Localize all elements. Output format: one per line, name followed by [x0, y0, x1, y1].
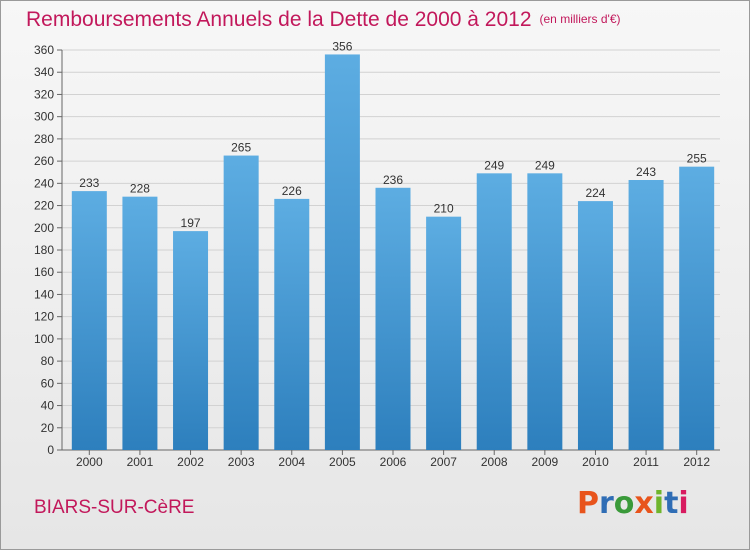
x-tick-label: 2008 [481, 455, 508, 469]
data-label: 228 [130, 182, 150, 196]
y-tick-label: 160 [34, 265, 54, 279]
logo-letter: o [613, 486, 635, 521]
y-tick-label: 20 [41, 421, 55, 435]
y-tick-label: 120 [34, 310, 54, 324]
logo-letter: P [577, 486, 599, 521]
y-tick-label: 140 [34, 287, 54, 301]
chart-title-text: Remboursements Annuels de la Dette de 20… [26, 8, 532, 31]
y-tick-label: 220 [34, 199, 54, 213]
y-tick-label: 340 [34, 65, 54, 79]
x-tick-label: 2006 [380, 455, 407, 469]
bar [71, 191, 107, 450]
bar [476, 173, 512, 451]
bar [173, 231, 209, 450]
logo-letter: t [664, 486, 679, 521]
x-tick-label: 2004 [278, 455, 305, 469]
y-tick-label: 180 [34, 243, 54, 257]
x-tick-label: 2003 [228, 455, 255, 469]
data-label: 243 [636, 165, 656, 179]
data-label: 249 [535, 158, 555, 172]
x-tick-label: 2011 [633, 455, 659, 469]
y-tick-label: 280 [34, 132, 54, 146]
chart-unit: (en milliers d'€) [539, 12, 621, 26]
bar [122, 196, 158, 450]
y-tick-label: 360 [34, 43, 54, 57]
data-label: 236 [383, 173, 403, 187]
y-tick-label: 100 [34, 332, 54, 346]
commune-name: BIARS-SUR-CèRE [34, 497, 195, 518]
bar [679, 166, 715, 450]
data-label: 265 [231, 141, 251, 155]
data-label: 233 [79, 176, 99, 190]
bar [527, 173, 563, 451]
bar [577, 201, 613, 450]
data-label: 356 [332, 39, 352, 53]
x-tick-label: 2005 [329, 455, 356, 469]
bar [274, 198, 310, 450]
y-tick-label: 0 [47, 443, 54, 457]
data-label: 255 [687, 152, 707, 166]
data-label: 249 [484, 158, 504, 172]
y-tick-label: 320 [34, 87, 54, 101]
x-tick-label: 2002 [177, 455, 204, 469]
bar [223, 155, 259, 451]
data-label: 210 [434, 202, 454, 216]
bar [324, 54, 360, 450]
y-tick-label: 300 [34, 110, 54, 124]
logo-letter: x [634, 486, 654, 521]
bar [628, 180, 664, 450]
y-tick-label: 200 [34, 221, 54, 235]
data-label: 224 [585, 186, 605, 200]
x-tick-label: 2012 [683, 455, 710, 469]
y-tick-label: 240 [34, 176, 54, 190]
x-tick-label: 2010 [582, 455, 609, 469]
y-tick-label: 260 [34, 154, 54, 168]
bar [426, 216, 462, 450]
x-tick-label: 2001 [127, 455, 154, 469]
y-tick-label: 60 [41, 376, 55, 390]
x-tick-label: 2009 [531, 455, 558, 469]
data-label: 226 [282, 184, 302, 198]
chart-title: Remboursements Annuels de la Dette de 20… [26, 8, 621, 32]
y-tick-label: 40 [41, 399, 55, 413]
data-label: 197 [181, 216, 201, 230]
proxiti-logo: Proxiti [577, 486, 689, 521]
y-tick-label: 80 [41, 354, 55, 368]
logo-letter: r [599, 486, 614, 521]
logo-letter: i [653, 486, 665, 521]
x-tick-label: 2007 [430, 455, 457, 469]
logo-letter: i [678, 486, 689, 521]
x-tick-label: 2000 [76, 455, 103, 469]
bar [375, 187, 411, 450]
